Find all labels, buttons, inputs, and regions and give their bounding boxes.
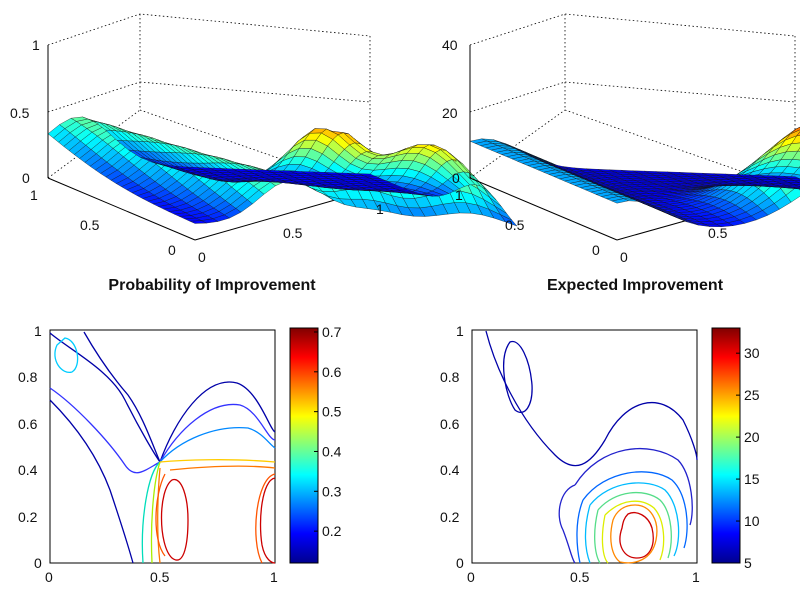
chart-title: Expected Improvement <box>547 277 724 294</box>
surface-facet <box>469 138 488 144</box>
y-tick-label: 0.5 <box>505 217 525 233</box>
contour-axes-box <box>49 329 276 564</box>
y-tick-label: 0 <box>168 242 176 258</box>
contour-plot-poi: 0 0.2 0.4 0.6 0.8 1 0 0.5 1 0.2 0.3 0.4 0.5… <box>18 323 342 585</box>
y-tick-label: 1 <box>34 323 42 339</box>
z-tick-label: 1 <box>32 37 40 53</box>
y-tick-label: 0.6 <box>440 416 460 432</box>
colorbar-tick-label: 15 <box>744 471 760 487</box>
y-tick-label: 0.4 <box>18 462 38 478</box>
x-tick-label: 1 <box>376 201 384 217</box>
colorbar-tick-label: 0.2 <box>322 523 342 539</box>
colorbar-tick-label: 0.5 <box>322 404 342 420</box>
z-tick-label: 40 <box>442 37 458 53</box>
x-tick-label: 1 <box>270 569 278 585</box>
contour-line <box>83 331 161 463</box>
surface-facet <box>47 124 66 139</box>
y-tick-label: 0 <box>456 555 464 571</box>
surface-plot-poi: 0 0.5 1 1 0.5 0 0 0.5 1 <box>10 13 518 265</box>
x-tick-label: 0.5 <box>283 225 303 241</box>
colorbar <box>711 327 741 564</box>
x-tick-label: 0.5 <box>570 569 590 585</box>
y-tick-label: 0.8 <box>18 369 38 385</box>
x-tick-label: 0 <box>45 569 53 585</box>
contour-line <box>594 491 672 564</box>
colorbar-tick-label: 20 <box>744 429 760 445</box>
y-tick-label: 0 <box>34 555 42 571</box>
y-tick-label: 0.2 <box>18 509 38 525</box>
y-tick-label: 0.2 <box>440 509 460 525</box>
colorbar-tick-label: 5 <box>744 555 752 571</box>
contour-plot-ei: 0 0.2 0.4 0.6 0.8 1 0 0.5 1 5 10 15 20 25 30 <box>440 323 760 585</box>
x-tick-label: 1 <box>692 569 700 585</box>
y-tick-label: 1 <box>455 187 463 203</box>
contour-line <box>485 330 698 467</box>
x-tick-label: 0 <box>198 249 206 265</box>
y-tick-label: 1 <box>30 187 38 203</box>
contour-line <box>160 479 189 561</box>
y-tick-label: 0 <box>592 242 600 258</box>
contour-lines-ei <box>485 330 698 564</box>
colorbar-ticks-poi: 0.2 0.3 0.4 0.5 0.6 0.7 <box>314 324 342 539</box>
y-tick-label: 0.5 <box>80 217 100 233</box>
colorbar-tick-label: 0.7 <box>322 324 342 340</box>
contour-line <box>610 504 658 564</box>
colorbar-tick-label: 0.4 <box>322 443 342 459</box>
contour-line <box>503 341 533 413</box>
contour-line <box>601 500 665 564</box>
surface-mesh-ei <box>469 126 800 227</box>
colorbar-tick-label: 0.3 <box>322 483 342 499</box>
x-tick-label: 0 <box>620 249 628 265</box>
contour-line <box>584 482 680 564</box>
contour-line <box>49 332 276 464</box>
x-tick-label: 0.5 <box>708 225 728 241</box>
y-tick-label: 0.8 <box>440 369 460 385</box>
z-tick-label: 0.5 <box>10 105 30 121</box>
colorbar-tick-label: 0.6 <box>322 364 342 380</box>
surface-mesh-poi <box>47 116 518 227</box>
contour-line <box>54 337 79 373</box>
contour-line <box>159 459 276 463</box>
y-tick-label: 1 <box>456 323 464 339</box>
surface-plot-ei: 0 20 40 1 0.5 0 0 0.5 <box>442 13 800 265</box>
contour-line <box>141 461 161 564</box>
colorbar-tick-label: 10 <box>744 513 760 529</box>
contour-line <box>150 461 161 564</box>
z-tick-label: 0 <box>452 170 460 186</box>
contour-lines-poi <box>49 331 276 564</box>
colorbar <box>289 327 319 564</box>
colorbar-tick-label: 25 <box>744 387 760 403</box>
contour-line <box>157 465 276 564</box>
z-tick-label: 0 <box>22 170 30 186</box>
chart-title: Probability of Improvement <box>108 277 316 294</box>
contour-line <box>49 399 134 564</box>
x-tick-label: 0.5 <box>150 569 170 585</box>
y-tick-label: 0.6 <box>18 416 38 432</box>
contour-line <box>159 426 276 463</box>
y-tick-label: 0.4 <box>440 462 460 478</box>
colorbar-ticks-ei: 5 10 15 20 25 30 <box>736 345 760 571</box>
contour-line <box>558 448 693 564</box>
colorbar-tick-label: 30 <box>744 345 760 361</box>
z-tick-label: 20 <box>442 105 458 121</box>
x-tick-label: 0 <box>467 569 475 585</box>
contour-line <box>619 512 654 559</box>
contour-line <box>576 471 688 564</box>
contour-axes-box <box>471 329 698 564</box>
contour-line <box>155 473 276 564</box>
contour-line <box>259 477 276 564</box>
